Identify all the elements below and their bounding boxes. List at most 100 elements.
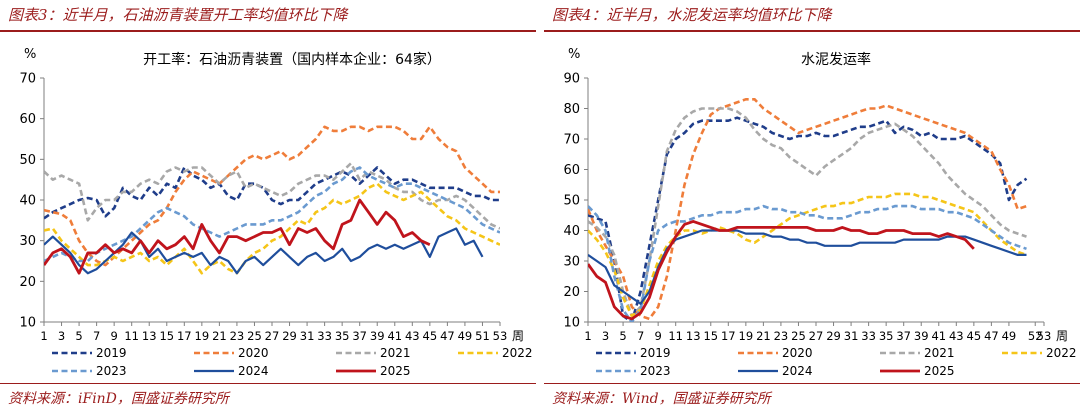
x-tick-label: 11 (668, 329, 683, 343)
x-tick-label: 51 (475, 329, 490, 343)
x-tick-label: 11 (124, 329, 139, 343)
y-tick-label: 40 (19, 194, 36, 209)
y-tick-label: 50 (563, 194, 580, 209)
top-rule (0, 30, 536, 32)
x-axis-unit: 周 (512, 329, 524, 343)
y-axis-unit: % (24, 47, 36, 62)
series-line-2023 (588, 204, 1027, 322)
x-tick-label: 29 (282, 329, 297, 343)
x-axis-unit: 周 (1056, 329, 1068, 343)
y-tick-label: 30 (19, 234, 36, 249)
series-line-2019 (588, 116, 1028, 322)
chart-title: 水泥发运率 (801, 51, 871, 68)
x-tick-label: 49 (1002, 329, 1017, 343)
y-tick-label: 50 (19, 153, 36, 168)
legend-label: 2021 (924, 346, 955, 360)
figure-title: 图表4：近半月，水泥发运率均值环比下降 (552, 6, 832, 24)
x-tick-label: 5 (75, 329, 82, 343)
legend-label: 2019 (640, 346, 671, 360)
x-tick-label: 1 (584, 329, 591, 343)
x-tick-label: 19 (195, 329, 210, 343)
x-tick-label: 9 (110, 329, 117, 343)
series-line-2025 (588, 219, 975, 321)
x-tick-label: 17 (177, 329, 192, 343)
x-tick-label: 45 (423, 329, 438, 343)
x-tick-label: 53 (493, 329, 508, 343)
y-tick-label: 20 (563, 285, 580, 300)
legend-label: 2020 (238, 346, 269, 360)
x-tick-label: 23 (774, 329, 789, 343)
x-tick-label: 53 (1037, 329, 1052, 343)
y-tick-label: 60 (563, 163, 580, 178)
legend-label: 2024 (782, 364, 813, 378)
y-tick-label: 10 (563, 316, 580, 331)
y-tick-label: 40 (563, 224, 580, 239)
bottom-rule (0, 383, 536, 384)
x-tick-label: 43 (405, 329, 420, 343)
x-tick-label: 15 (703, 329, 718, 343)
x-tick-label: 41 (931, 329, 946, 343)
x-tick-label: 25 (791, 329, 806, 343)
series-line-2022 (588, 192, 1027, 318)
y-tick-label: 70 (563, 133, 580, 148)
x-tick-label: 31 (844, 329, 859, 343)
figure-source: 资料来源：iFinD，国盛证券研究所 (8, 391, 229, 407)
x-tick-label: 9 (654, 329, 661, 343)
x-tick-label: 33 (861, 329, 876, 343)
x-tick-label: 3 (58, 329, 65, 343)
y-tick-label: 80 (563, 102, 580, 117)
y-tick-label: 60 (19, 112, 36, 127)
legend-label: 2024 (238, 364, 269, 378)
legend-label: 2019 (96, 346, 127, 360)
series-line-2020 (588, 98, 1027, 321)
legend-label: 2022 (1046, 346, 1077, 360)
x-tick-label: 25 (247, 329, 262, 343)
x-tick-label: 7 (93, 329, 100, 343)
chart-title: 开工率：石油沥青装置（国内样本企业：64家） (143, 51, 441, 68)
x-tick-label: 39 (370, 329, 385, 343)
x-tick-label: 1 (40, 329, 47, 343)
legend-label: 2020 (782, 346, 813, 360)
legend-label: 2021 (380, 346, 411, 360)
x-tick-label: 27 (265, 329, 280, 343)
legend-label: 2022 (502, 346, 533, 360)
y-tick-label: 30 (563, 255, 580, 270)
legend-label: 2023 (640, 364, 671, 378)
chart-panel-cement: 图表4：近半月，水泥发运率均值环比下降 水泥发运率% 10 20 30 40 50 60 70… (544, 0, 1080, 415)
chart-panel-asphalt: 图表3：近半月，石油沥青装置开工率均值环比下降 开工率：石油沥青装置（国内样本企… (0, 0, 536, 415)
series-line-2022 (44, 182, 500, 275)
bottom-rule (544, 383, 1080, 384)
x-tick-label: 21 (756, 329, 771, 343)
legend-label: 2023 (96, 364, 127, 378)
x-tick-label: 43 (949, 329, 964, 343)
x-tick-label: 37 (352, 329, 367, 343)
x-tick-label: 3 (602, 329, 609, 343)
x-tick-label: 45 (967, 329, 982, 343)
y-tick-label: 10 (19, 316, 36, 331)
x-tick-label: 15 (159, 329, 174, 343)
x-tick-label: 31 (300, 329, 315, 343)
legend-label: 2025 (380, 364, 411, 378)
x-tick-label: 35 (335, 329, 350, 343)
x-tick-label: 5 (619, 329, 626, 343)
x-tick-label: 21 (212, 329, 227, 343)
legend-label: 2025 (924, 364, 955, 378)
x-tick-label: 17 (721, 329, 736, 343)
y-tick-label: 90 (563, 72, 580, 87)
x-tick-label: 35 (879, 329, 894, 343)
x-tick-label: 49 (458, 329, 473, 343)
y-tick-label: 70 (19, 72, 36, 87)
series-line-2021 (588, 107, 1027, 318)
series-line-2025 (44, 198, 431, 275)
x-tick-label: 41 (387, 329, 402, 343)
figure-title: 图表3：近半月，石油沥青装置开工率均值环比下降 (8, 6, 348, 24)
top-rule (544, 30, 1080, 32)
series-line-2019 (44, 166, 500, 220)
x-tick-label: 47 (984, 329, 999, 343)
y-axis-unit: % (568, 47, 580, 62)
x-tick-label: 33 (317, 329, 332, 343)
series-line-2021 (44, 162, 500, 230)
x-tick-label: 37 (896, 329, 911, 343)
